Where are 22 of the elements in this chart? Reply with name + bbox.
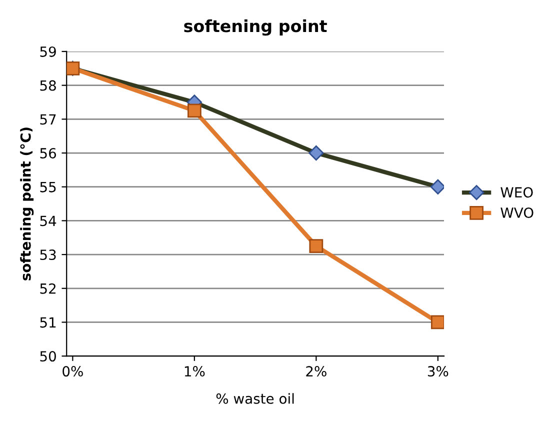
y-tick-label: 54 [40,216,56,226]
point [187,104,202,118]
x-tick-label: 0% [62,366,83,377]
y-tick-label: 52 [40,283,56,294]
y-tick-label: 58 [40,80,56,91]
y-tick-label: 51 [40,317,56,328]
chart-title: softening point [184,19,327,36]
y-tick-label: 59 [40,46,56,57]
point [309,239,324,254]
x-tick-label: 1% [184,366,205,377]
y-tick-label: 56 [40,148,56,158]
y-axis-title: softening point (°C) [20,128,34,280]
x-tick-label: 3% [428,366,448,377]
y-tick-label: 50 [40,351,56,362]
legend-label: WEO [500,187,533,198]
y-tick-label: 55 [40,182,56,192]
legend-label: WVO [500,207,534,218]
y-tick-label: 53 [40,250,56,260]
point [430,315,444,330]
x-tick-label: 2% [306,366,326,377]
y-tick-label: 57 [40,114,56,125]
x-axis-title: % waste oil [216,393,294,404]
